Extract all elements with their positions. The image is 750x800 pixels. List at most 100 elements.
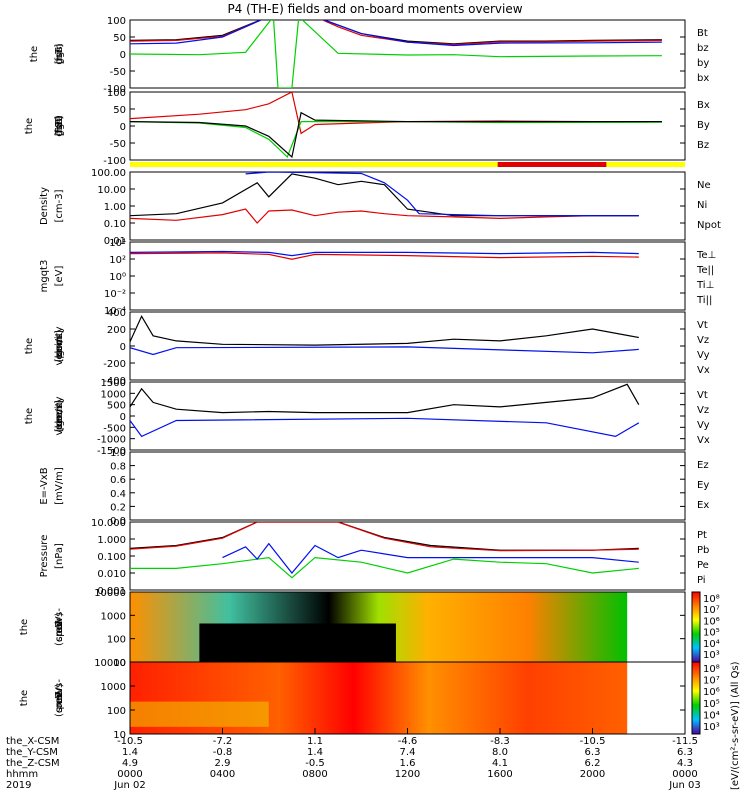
y-tick-label: 100.00: [91, 168, 126, 179]
y-axis-label: the peemvelocitygsm[km/s]: [24, 396, 65, 435]
y-tick-label: -50: [110, 67, 126, 78]
y-axis-label-line: [km/s]: [54, 330, 65, 362]
panel-efield: 1.0 0.8 0.6 0.4 0.2 0.0 E=-VxB [mV/m] Ez Ey Ex: [39, 448, 709, 527]
y-tick-label: 10⁻⁴: [104, 306, 126, 317]
y-axis-label: Pressure [nPa]: [39, 535, 65, 578]
series-te: [130, 252, 639, 260]
legend-ex: Ex: [697, 500, 709, 511]
y-tick-label: 0.001: [97, 586, 126, 597]
axis-row-label: the_Y-CSM: [6, 747, 58, 758]
y-axis-label-line: the: [19, 690, 30, 706]
y-tick-label: 0: [120, 412, 126, 423]
y-tick-label: 500: [107, 401, 126, 412]
y-tick-label: 1.00: [104, 202, 126, 213]
y-tick-label: 10.00: [97, 185, 126, 196]
series-pi: [222, 542, 639, 574]
y-tick-label: -100: [103, 84, 126, 95]
y-tick-label: 0.010: [97, 569, 126, 580]
axis-row-value: 1.4: [307, 747, 323, 758]
panel-frame: [129, 171, 686, 241]
axis-row-value: 6.3: [677, 747, 693, 758]
y-tick-label: 10⁰: [109, 272, 126, 283]
mode-status-bar: [130, 162, 685, 167]
y-tick-label: -200: [103, 359, 126, 370]
axis-row-label: hhmm: [6, 769, 38, 780]
y-tick-label: -50: [110, 139, 126, 150]
y-axis-label-line: [nT]: [54, 44, 65, 64]
legend-te: Te||: [696, 265, 714, 276]
series-by: [130, 120, 662, 159]
legend-ti: Ti⊥: [696, 280, 714, 291]
y-axis-label-line: gsm: [54, 335, 65, 356]
axis-row-value: -7.2: [213, 736, 233, 747]
legend-vz: Vz: [697, 405, 709, 416]
legend-vx: Vx: [697, 435, 710, 446]
y-axis-label: the peireneV(cm2-s-sr-eV): [19, 608, 65, 646]
legend-vy: Vy: [697, 420, 710, 431]
series-pe: [130, 556, 639, 579]
legend-vt: Vt: [697, 390, 708, 401]
y-tick-label: 1.0: [110, 448, 126, 459]
y-tick-label: 10000: [94, 588, 126, 599]
y-axis-label-line: Pressure: [39, 535, 50, 578]
legend-ne: Ne: [697, 180, 711, 191]
legend-pi: Pi: [697, 575, 706, 586]
y-axis-label: the fgsgsm-T89[nT]: [24, 115, 65, 137]
axis-row-value: 6.3: [585, 747, 601, 758]
y-axis-label-line: velocity: [54, 326, 65, 365]
colorbar-tick-label: 10⁷: [703, 605, 720, 616]
y-axis-label-line: peer: [54, 686, 65, 710]
y-axis-label-line: [cm-3]: [54, 189, 65, 222]
axis-row-value: 2.9: [215, 758, 231, 769]
legend-by: by: [697, 58, 709, 69]
status-bar-fast-survey: [497, 162, 607, 167]
series-vx: [130, 417, 640, 438]
legend-pb: Pb: [697, 545, 709, 556]
legend-bz: bz: [697, 43, 709, 54]
y-tick-label: 10⁴: [109, 238, 126, 249]
legend-bt: Bt: [697, 28, 708, 39]
legend-by: By: [697, 120, 710, 131]
y-tick-label: 1000: [101, 611, 126, 622]
y-axis-label-line: mgqt3: [39, 260, 50, 293]
series-bz: [130, 111, 662, 159]
y-tick-label: 50: [113, 105, 126, 116]
series-bx: [130, 92, 662, 135]
y-axis-label-line: E=-VxB: [39, 467, 50, 504]
y-axis-label-line: [eV]: [54, 266, 65, 287]
y-tick-label: 10⁻²: [104, 289, 126, 300]
legend-pe: Pe: [697, 560, 709, 571]
series-by: [130, 20, 662, 88]
y-tick-label: 100: [107, 16, 126, 27]
y-axis-label-line: gsm: [54, 405, 65, 426]
y-axis-label-line: fgs: [54, 46, 65, 61]
axis-row-value: 1.6: [400, 758, 416, 769]
y-axis-label-line: velocity: [54, 396, 65, 435]
legend-bz: Bz: [697, 140, 709, 151]
axis-row-value: 7.4: [400, 747, 416, 758]
y-tick-label: 100: [107, 88, 126, 99]
y-tick-label: 100: [107, 635, 126, 646]
legend-pt: Pt: [697, 530, 707, 541]
y-tick-label: 200: [107, 325, 126, 336]
legend-ey: Ey: [697, 480, 709, 491]
y-axis-label-line: peim: [54, 333, 65, 358]
colorbar-peir: [691, 591, 701, 663]
y-axis-label: the fgsgsm[nT]: [29, 43, 65, 64]
colorbar-tick-label: 10³: [703, 722, 720, 733]
panel-density: 100.00 10.00 1.00 0.10 0.01 Density [cm-3] Ne Ni…: [39, 168, 721, 247]
legend-te: Te⊥: [696, 250, 716, 261]
y-tick-label: 400: [107, 308, 126, 319]
axis-row-value: 0000: [117, 769, 142, 780]
axis-row-label: the_X-CSM: [6, 736, 59, 747]
colorbar-tick-label: 10⁴: [703, 710, 720, 721]
colorbar-tick-label: 10⁷: [703, 676, 720, 687]
y-tick-label: 10.000: [91, 518, 126, 529]
y-axis-label: the peimvelocitygsm[km/s]: [24, 326, 65, 365]
y-axis-label: Density [cm-3]: [39, 187, 65, 225]
series-ne: [130, 208, 639, 224]
axis-row-value: 4.9: [122, 758, 138, 769]
